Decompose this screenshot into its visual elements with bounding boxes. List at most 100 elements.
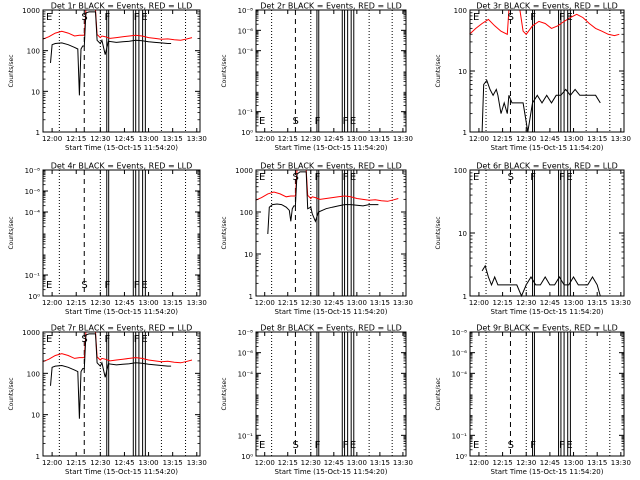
- x-tick-label: 12:15: [278, 135, 298, 143]
- y-axis-label: Counts/sec: [435, 216, 442, 249]
- x-tick-label: 13:15: [163, 299, 183, 307]
- event-marker-label: S: [508, 440, 514, 451]
- y-tick-label: 10⁻⁸: [452, 329, 468, 337]
- x-tick-label: 12:15: [66, 135, 86, 143]
- x-tick-label: 13:30: [393, 135, 413, 143]
- series-line-lld: [42, 9, 193, 41]
- x-tick-label: 12:00: [42, 299, 62, 307]
- x-tick-label: 12:00: [42, 459, 62, 467]
- series-line-events: [50, 11, 172, 96]
- y-tick-label: 10⁻⁸: [238, 329, 254, 337]
- x-tick-label: 12:00: [255, 459, 275, 467]
- event-marker-label: F: [343, 440, 349, 451]
- event-marker-label: F: [343, 116, 349, 127]
- event-marker-label: E: [350, 440, 356, 451]
- event-marker-label: F: [105, 12, 111, 23]
- event-marker-label: E: [350, 172, 356, 183]
- event-marker-label: S: [81, 280, 87, 291]
- y-tick-label: 100: [454, 7, 467, 15]
- x-tick-label: 12:30: [301, 135, 321, 143]
- x-tick-label: 13:15: [587, 135, 607, 143]
- event-marker-label: E: [259, 116, 265, 127]
- x-tick-label: 12:30: [90, 459, 110, 467]
- y-tick-label: 10⁻⁴: [25, 209, 41, 217]
- x-tick-label: 13:30: [393, 299, 413, 307]
- y-tick-label: 10⁻⁶: [25, 188, 41, 196]
- x-tick-label: 13:15: [370, 299, 390, 307]
- x-tick-label: 13:00: [138, 135, 158, 143]
- x-tick-label: 13:00: [563, 135, 583, 143]
- event-marker-label: S: [293, 440, 299, 451]
- event-marker-label: S: [293, 172, 299, 183]
- x-tick-label: 13:00: [563, 299, 583, 307]
- y-axis-label: Counts/sec: [221, 377, 228, 410]
- event-marker-label: E: [46, 12, 52, 23]
- x-tick-label: 13:30: [187, 299, 207, 307]
- event-marker-label: F: [559, 172, 565, 183]
- event-marker-label: E: [46, 280, 52, 291]
- x-tick-label: 12:45: [540, 135, 560, 143]
- x-tick-label: 12:45: [540, 299, 560, 307]
- x-axis-label: Start Time (15-Oct-15 11:54:20): [65, 144, 178, 152]
- event-marker-label: F: [134, 280, 140, 291]
- plot-frame: [255, 169, 407, 297]
- x-axis-label: Start Time (15-Oct-15 11:54:20): [275, 144, 388, 152]
- event-marker-label: E: [141, 280, 147, 291]
- y-tick-label: 10⁰: [28, 293, 40, 301]
- x-tick-label: 13:00: [138, 299, 158, 307]
- event-marker-label: F: [134, 334, 140, 345]
- y-tick-label: 10: [31, 88, 40, 96]
- x-tick-label: 12:15: [492, 459, 512, 467]
- chart-title: Det 7r BLACK = Events, RED = LLD: [51, 324, 193, 333]
- x-tick-label: 12:00: [469, 459, 489, 467]
- x-tick-label: 12:00: [255, 135, 275, 143]
- series-line-lld: [255, 169, 399, 202]
- chart-title: Det 5r BLACK = Events, RED = LLD: [260, 162, 402, 171]
- event-marker-label: E: [259, 172, 265, 183]
- x-tick-label: 12:00: [42, 135, 62, 143]
- x-tick-label: 13:15: [163, 135, 183, 143]
- chart-title: Det 3r BLACK = Events, RED = LLD: [476, 2, 618, 11]
- x-tick-label: 12:30: [516, 459, 536, 467]
- y-tick-label: 10: [458, 68, 467, 76]
- x-axis-label: Start Time (15-Oct-15 11:54:20): [65, 308, 178, 316]
- series-line-lld: [42, 331, 193, 364]
- x-tick-label: 12:15: [278, 459, 298, 467]
- chart-title: Det 8r BLACK = Events, RED = LLD: [260, 324, 402, 333]
- y-tick-label: 10: [458, 230, 467, 238]
- y-tick-label: 10⁰: [241, 129, 253, 137]
- y-tick-label: 10⁻⁶: [452, 350, 468, 358]
- event-marker-label: F: [105, 334, 111, 345]
- chart-title: Det 4r BLACK = Events, RED = LLD: [51, 162, 193, 171]
- x-tick-label: 13:15: [370, 135, 390, 143]
- x-tick-label: 12:30: [301, 459, 321, 467]
- event-marker-label: E: [473, 172, 479, 183]
- y-axis-label: Counts/sec: [435, 377, 442, 410]
- x-tick-label: 13:00: [563, 459, 583, 467]
- event-marker-label: F: [530, 440, 536, 451]
- plot-frame: [255, 331, 407, 457]
- event-marker-label: E: [141, 334, 147, 345]
- x-tick-label: 13:00: [347, 135, 367, 143]
- x-tick-label: 12:15: [66, 299, 86, 307]
- x-tick-label: 12:30: [301, 299, 321, 307]
- x-tick-label: 13:30: [611, 299, 631, 307]
- y-tick-label: 1000: [22, 7, 40, 15]
- y-tick-label: 10⁻⁴: [452, 370, 468, 378]
- event-marker-label: F: [559, 12, 565, 23]
- y-tick-label: 100: [27, 48, 40, 56]
- y-tick-label: 100: [27, 370, 40, 378]
- chart-title: Det 2r BLACK = Events, RED = LLD: [260, 2, 402, 11]
- x-tick-label: 13:15: [163, 459, 183, 467]
- y-tick-label: 10⁰: [241, 453, 253, 461]
- x-tick-label: 13:30: [611, 135, 631, 143]
- x-tick-label: 12:45: [324, 299, 344, 307]
- y-tick-label: 100: [240, 209, 253, 217]
- x-tick-label: 12:00: [469, 299, 489, 307]
- chart-title: Det 9r BLACK = Events, RED = LLD: [476, 324, 618, 333]
